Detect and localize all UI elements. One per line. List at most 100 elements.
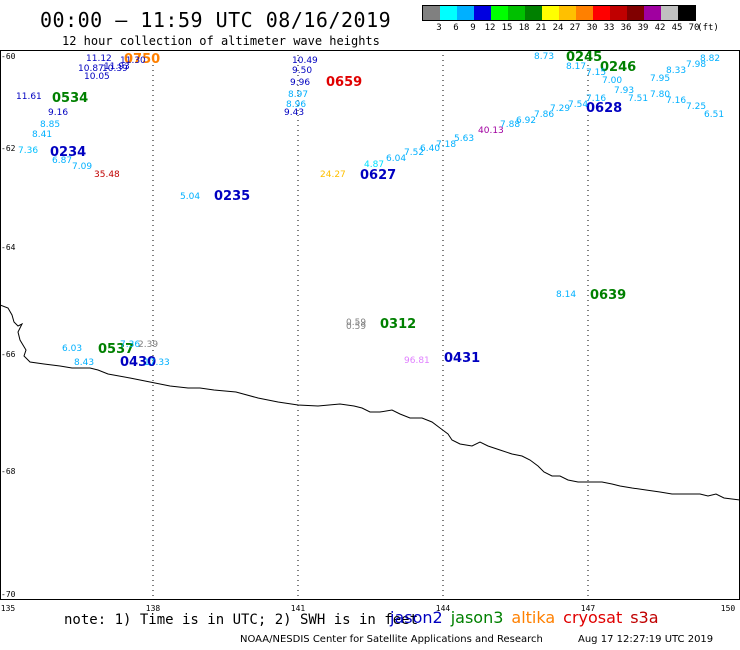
scale-label: 45 <box>671 23 683 33</box>
wave-height-value: 96.81 <box>404 356 430 366</box>
scale-swatch <box>440 6 457 20</box>
wave-height-value: 35.48 <box>94 170 120 180</box>
scale-label: 15 <box>501 23 513 33</box>
wave-height-value: 11.93 <box>104 62 130 72</box>
lon-label: 141 <box>290 604 306 613</box>
lon-label: 144 <box>435 604 451 613</box>
pass-time-label: 0750 <box>124 52 161 67</box>
wave-height-value: 7.80 <box>650 90 671 100</box>
graticule <box>152 50 589 600</box>
wave-height-value: 0.59 <box>346 318 367 328</box>
scale-label: 6 <box>453 23 459 33</box>
scale-swatch <box>457 6 474 20</box>
pass-time-label: 0235 <box>214 189 251 204</box>
legend-item-cryosat: cryosat <box>563 608 623 627</box>
scale-swatch <box>474 6 491 20</box>
wave-height-value: 7.36 <box>18 146 39 156</box>
wave-height-value: 40.13 <box>478 126 504 136</box>
wave-height-value: 17.33 <box>144 358 170 368</box>
scale-swatch <box>678 6 695 20</box>
wave-height-value: 7.29 <box>550 104 571 114</box>
map-border <box>0 50 740 600</box>
scale-swatch <box>644 6 661 20</box>
legend-item-s3a: s3a <box>630 608 659 627</box>
wave-height-value: 8.41 <box>32 130 53 140</box>
lat-label: -68 <box>1 467 16 476</box>
scale-label: (ft) <box>697 23 719 33</box>
generated-timestamp: Aug 17 12:27:19 UTC 2019 <box>578 634 714 645</box>
lon-label: 147 <box>580 604 596 613</box>
wave-height-value: 9.50 <box>292 66 313 76</box>
scale-label: 30 <box>586 23 598 33</box>
scale-swatch <box>593 6 610 20</box>
scale-swatch <box>508 6 525 20</box>
wave-height-value: 7.00 <box>602 76 623 86</box>
wave-height-value: 11.61 <box>16 92 42 102</box>
wave-height-value: 8.97 <box>288 90 309 100</box>
wave-height-value: 7.54 <box>568 100 589 110</box>
wave-height-value: 7.16 <box>586 94 607 104</box>
scale-label: 12 <box>484 23 496 33</box>
wave-height-value: 8.82 <box>700 54 721 64</box>
lon-label: 150 <box>720 604 736 613</box>
wave-height-value: 10.87 <box>78 64 104 74</box>
scale-swatch <box>423 6 440 20</box>
credit-line: NOAA/NESDIS Center for Satellite Applica… <box>240 634 713 645</box>
wave-height-value: 6.87 <box>52 156 73 166</box>
pass-time-label: 0639 <box>590 288 627 303</box>
scale-swatch <box>610 6 627 20</box>
wave-height-value: 7.36 <box>120 340 141 350</box>
scale-swatch <box>627 6 644 20</box>
wave-height-value: 11.30 <box>120 56 146 66</box>
wave-height-color-scale: 3 6 9 12 15 18 21 24 27 30 33 36 39 42 45 70 (ft) <box>422 5 719 33</box>
scale-swatch <box>491 6 508 20</box>
wave-height-value: 10.49 <box>292 56 318 66</box>
scale-label: 3 <box>436 23 442 33</box>
wave-height-value: 7.88 <box>500 120 521 130</box>
wave-height-value: 8.33 <box>666 66 687 76</box>
wave-height-value: 5.63 <box>454 134 475 144</box>
pass-time-label: 0537 <box>98 342 135 357</box>
wave-height-value: 6.40 <box>420 144 441 154</box>
scale-label: 33 <box>603 23 615 33</box>
wave-height-value: 0.59 <box>346 322 367 332</box>
scale-label: 70 <box>688 23 700 33</box>
lat-label: -60 <box>1 52 16 61</box>
wave-height-value: 8.96 <box>286 100 307 110</box>
scale-swatch <box>525 6 542 20</box>
wave-height-value: 4.87 <box>364 160 385 170</box>
wave-height-value: 7.51 <box>628 94 649 104</box>
scale-swatch <box>576 6 593 20</box>
scale-label: 21 <box>535 23 547 33</box>
wave-height-value: 24.27 <box>320 170 346 180</box>
map-subtitle: 12 hour collection of altimeter wave hei… <box>62 34 380 48</box>
units-note: note: 1) Time is in UTC; 2) SWH is in fe… <box>64 612 419 628</box>
pass-time-label: 0246 <box>600 60 637 75</box>
scale-label: 9 <box>470 23 476 33</box>
pass-time-label: 0245 <box>566 50 603 65</box>
wave-height-value: 9.96 <box>290 78 311 88</box>
lon-label: 138 <box>145 604 161 613</box>
pass-time-label: 0659 <box>326 75 363 90</box>
pass-time-label: 0627 <box>360 168 397 183</box>
wave-height-value: 7.15 <box>586 68 607 78</box>
wave-height-value: 8.73 <box>534 52 555 62</box>
wave-height-value: 7.25 <box>686 102 707 112</box>
wave-height-value: 2.39 <box>138 340 159 350</box>
wave-height-value: 6.92 <box>516 116 537 126</box>
scale-label: 18 <box>518 23 530 33</box>
color-scale-labels: 3 6 9 12 15 18 21 24 27 30 33 36 39 42 45 70 (ft) <box>422 21 719 33</box>
lat-label: -70 <box>1 590 16 599</box>
antarctic-coastline <box>0 304 740 501</box>
pass-time-label: 0431 <box>444 351 481 366</box>
wave-height-value: 7.95 <box>650 74 671 84</box>
map-panel: 0750 0534 0234 0235 0659 0627 0245 0246 0628 0639… <box>0 50 740 600</box>
legend-item-jason3: jason3 <box>450 608 504 627</box>
scale-swatch <box>661 6 678 20</box>
scale-label: 36 <box>620 23 632 33</box>
lat-label: -62 <box>1 144 16 153</box>
wave-height-value: 11.12 <box>86 54 112 64</box>
wave-height-value: 8.17 <box>566 62 587 72</box>
pass-time-label: 0628 <box>586 101 623 116</box>
wave-height-value: 10.05 <box>84 72 110 82</box>
